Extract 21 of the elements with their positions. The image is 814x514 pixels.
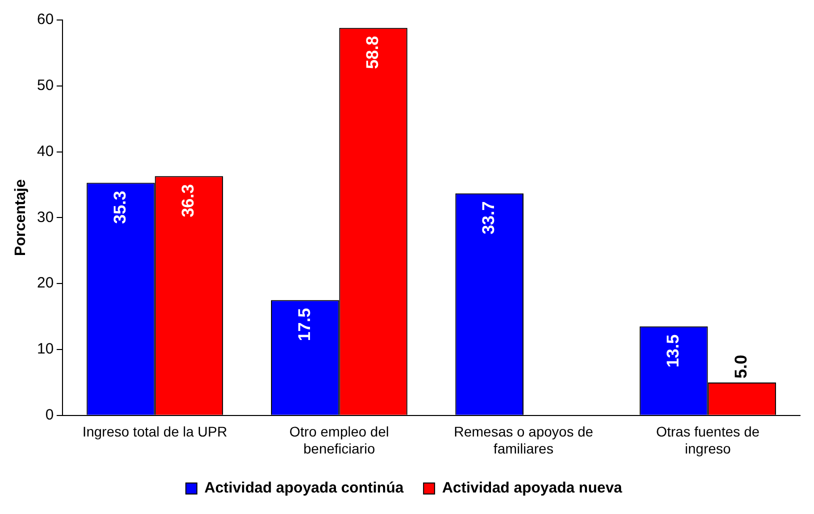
y-tick-label: 40 — [36, 142, 54, 160]
x-tick-label: Otras fuentes de ingreso — [656, 424, 760, 456]
legend-label: Actividad apoyada continúa — [204, 480, 404, 497]
y-tick-label: 0 — [45, 406, 54, 424]
data-label: 33.7 — [479, 201, 498, 234]
x-tick-label: Ingreso total de la UPR — [82, 424, 228, 440]
data-label: 35.3 — [110, 190, 130, 224]
x-tick-label: Otro empleo del beneficiario — [289, 424, 389, 456]
y-tick-label: 10 — [36, 340, 54, 358]
data-label: 13.5 — [663, 334, 682, 368]
y-tick-label: 20 — [36, 274, 54, 292]
legend-label: Actividad apoyada nueva — [442, 480, 623, 497]
data-label: 5.0 — [732, 354, 751, 378]
y-tick-label: 60 — [36, 11, 54, 28]
x-tick-label: Remesas o apoyos de familiares — [454, 424, 594, 456]
y-axis-title: Porcentaje — [12, 179, 30, 256]
data-label: 17.5 — [294, 308, 314, 342]
data-label: 58.8 — [362, 36, 382, 69]
data-label: 36.3 — [178, 184, 198, 218]
y-tick-label: 50 — [36, 77, 54, 94]
y-tick-label: 30 — [36, 208, 54, 226]
